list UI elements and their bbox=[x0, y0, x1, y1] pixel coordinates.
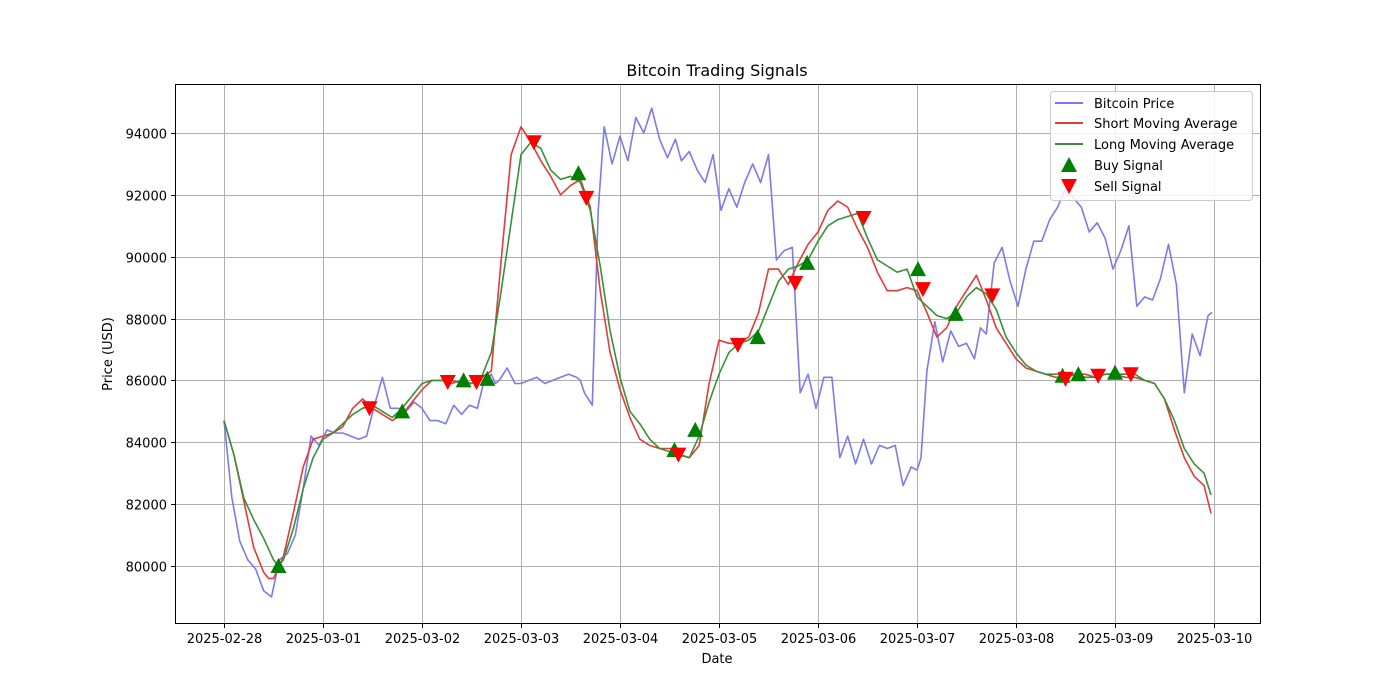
sell-signal-marker bbox=[1090, 368, 1107, 384]
legend-box bbox=[1050, 91, 1253, 201]
x-tick-label: 2025-03-10 bbox=[1177, 632, 1253, 647]
x-tick-label: 2025-03-03 bbox=[484, 632, 560, 647]
legend: Bitcoin Price Short Moving Average Long … bbox=[1050, 91, 1253, 201]
buy-signal-marker bbox=[947, 305, 964, 321]
x-tick-label: 2025-03-05 bbox=[682, 632, 758, 647]
x-axis-ticks: 2025-02-28 2025-03-01 2025-03-02 2025-03-03… bbox=[187, 624, 1253, 647]
buy-signal-marker bbox=[749, 329, 766, 345]
sell-signal-marker bbox=[729, 337, 746, 353]
buy-signal-marker bbox=[455, 372, 472, 388]
sell-signal-marker bbox=[670, 447, 687, 463]
sell-signal-marker bbox=[914, 282, 931, 298]
sell-signal-marker bbox=[578, 190, 595, 206]
y-tick-label: 92000 bbox=[126, 190, 167, 205]
y-tick-label: 84000 bbox=[126, 437, 167, 452]
buy-signal-marker bbox=[479, 370, 496, 386]
sell-signal-marker bbox=[1122, 367, 1139, 383]
buy-triangle-icon bbox=[1061, 157, 1077, 172]
x-tick-label: 2025-03-09 bbox=[1078, 632, 1154, 647]
plot-area bbox=[223, 107, 1213, 598]
buy-signal-marker bbox=[270, 558, 287, 573]
legend-short-ma-label: Short Moving Average bbox=[1094, 117, 1238, 132]
sell-signal-marker bbox=[855, 211, 872, 227]
x-tick-label: 2025-03-01 bbox=[286, 632, 362, 647]
y-axis-label: Price (USD) bbox=[101, 317, 116, 391]
x-tick-label: 2025-03-02 bbox=[385, 632, 461, 647]
sell-signal-marker bbox=[361, 401, 378, 417]
legend-price-label: Bitcoin Price bbox=[1094, 97, 1174, 112]
buy-signal-marker bbox=[909, 261, 926, 277]
buy-signal-marker bbox=[570, 165, 587, 181]
long-ma-line bbox=[223, 141, 1212, 567]
buy-signal-marker bbox=[394, 403, 411, 419]
y-tick-label: 90000 bbox=[126, 252, 167, 267]
x-tick-label: 2025-02-28 bbox=[187, 632, 263, 647]
x-tick-label: 2025-03-04 bbox=[583, 632, 659, 647]
y-tick-label: 82000 bbox=[126, 499, 167, 514]
buy-signal-marker bbox=[1070, 366, 1087, 382]
axes-frame bbox=[175, 84, 1261, 624]
buy-signal-marker bbox=[1107, 364, 1123, 380]
sell-signal-marker bbox=[468, 374, 485, 390]
sell-signal-marker bbox=[1057, 371, 1074, 387]
sell-triangle-icon bbox=[1061, 179, 1077, 194]
chart-title: Bitcoin Trading Signals bbox=[626, 61, 807, 80]
legend-long-ma-label: Long Moving Average bbox=[1094, 138, 1234, 153]
y-axis-ticks: 80000 82000 84000 86000 88000 90000 92000 94000 bbox=[126, 128, 175, 576]
sell-signal-marker bbox=[984, 288, 1001, 304]
buy-signal-marker bbox=[687, 421, 704, 437]
legend-buy-label: Buy Signal bbox=[1094, 159, 1163, 174]
x-tick-label: 2025-03-07 bbox=[880, 632, 956, 647]
x-tick-label: 2025-03-06 bbox=[781, 632, 857, 647]
legend-sell-label: Sell Signal bbox=[1094, 180, 1162, 195]
y-tick-label: 88000 bbox=[126, 314, 167, 329]
y-tick-label: 94000 bbox=[126, 128, 167, 143]
buy-signal-marker bbox=[799, 254, 816, 270]
y-tick-label: 86000 bbox=[126, 375, 167, 390]
sell-signal-marker bbox=[787, 275, 804, 291]
y-tick-label: 80000 bbox=[126, 561, 167, 576]
x-axis-label: Date bbox=[701, 652, 732, 667]
x-tick-label: 2025-03-08 bbox=[979, 632, 1055, 647]
price-line bbox=[223, 107, 1213, 598]
sell-signal-marker bbox=[439, 374, 456, 390]
sell-signal-marker bbox=[525, 135, 542, 151]
